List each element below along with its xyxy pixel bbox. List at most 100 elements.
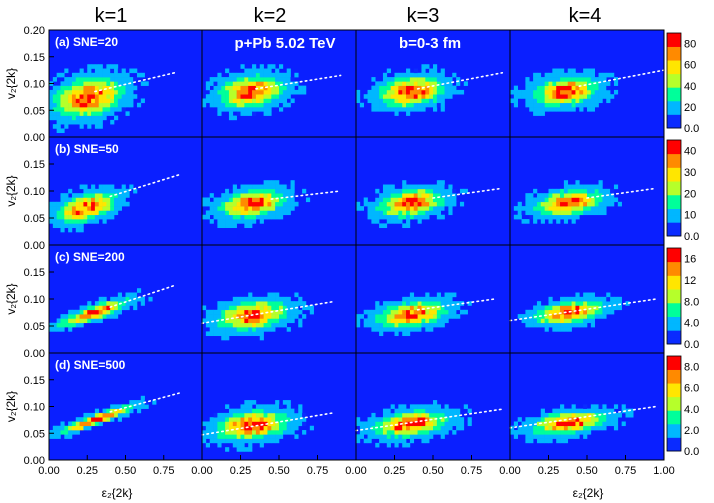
heatmap-cell [87,111,92,116]
heatmap-cell [114,72,119,78]
heatmap-cell [575,309,580,315]
heatmap-cell [236,425,241,431]
heatmap-cell [409,188,415,194]
heatmap-cell [259,188,264,194]
heatmap-cell [398,425,403,431]
heatmap-cell [94,115,100,121]
heatmap-cell [240,309,245,315]
heatmap-cell [560,214,565,220]
heatmap-cell [436,81,441,86]
heatmap-cell [221,314,226,319]
heatmap-cell [556,98,561,104]
heatmap-cell [279,430,284,435]
heatmap-cell [444,309,449,315]
x-tick-label: 0.50 [422,465,443,477]
heatmap-cell [602,72,607,78]
heatmap-cell [429,301,434,306]
heatmap-cell [548,314,553,319]
heatmap-cell [110,210,115,216]
heatmap-cell [125,94,130,99]
fit-line [432,187,504,199]
heatmap-cell [567,206,572,211]
heatmap-cell [587,309,592,315]
heatmap-cell [228,72,234,78]
heatmap-cell [248,430,253,435]
heatmap-cell [425,425,430,431]
heatmap-cell [433,322,438,328]
heatmap-cell [382,188,388,194]
heatmap-cell [371,77,376,82]
colorbar-segment [667,194,681,203]
colorbar-segment [667,254,681,263]
heatmap-cell [540,197,545,203]
heatmap-cell [209,219,214,224]
heatmap-cell [236,188,241,194]
heatmap-cell [552,94,557,99]
heatmap-cell [117,206,122,211]
heatmap-cell [205,98,210,104]
heatmap-cell [263,412,268,418]
heatmap-cell [402,210,407,216]
heatmap-cell [267,412,272,418]
heatmap-cell [114,77,119,82]
heatmap-cell [544,421,549,427]
heatmap-cell [536,89,542,95]
heatmap-cell [421,412,426,418]
heatmap-cell [68,206,73,211]
heatmap-cell [590,68,595,74]
heatmap-cell [271,72,276,78]
heatmap-cell [205,85,210,91]
heatmap-cell [98,318,103,324]
heatmap-cell [594,193,599,198]
heatmap-cell [429,193,434,198]
heatmap-cell [98,119,103,125]
heatmap-cell [94,210,100,216]
heatmap-cell [271,412,276,418]
heatmap-cell [94,124,100,129]
heatmap-cell [52,77,57,82]
heatmap-cell [279,314,284,319]
heatmap-cell [271,318,276,324]
heatmap-cell [60,210,65,216]
heatmap-cell [590,188,595,194]
heatmap-cell [560,314,565,319]
heatmap-cell [444,430,449,435]
colorbar-tick-label: 0.0 [684,339,699,351]
heatmap-cell [286,327,291,332]
heatmap-cell [533,188,538,194]
heatmap-cell [398,412,403,418]
heatmap-cell [590,206,595,211]
heatmap-cell [286,72,291,78]
heatmap-cell [448,206,453,211]
heatmap-cell [556,94,561,99]
heatmap-cell [225,201,230,207]
heatmap-cell [129,98,134,104]
heatmap-cell [240,201,245,207]
heatmap-cell [91,119,96,125]
heatmap-cell [87,89,92,95]
colorbar-segment [667,289,681,297]
heatmap-cell [575,412,580,418]
heatmap-cell [236,197,241,203]
panel-r2-k3 [355,136,511,246]
heatmap-cell [228,89,234,95]
y-tick-label: 0.00 [24,455,45,467]
heatmap-cell [267,214,272,220]
heatmap-cell [390,301,395,306]
heatmap-cell [217,412,222,418]
heatmap-cell [425,77,430,82]
heatmap-cell [587,193,592,198]
heatmap-cell [240,412,245,418]
heatmap-cell [386,408,391,414]
heatmap-cell [52,327,57,332]
heatmap-cell [244,72,249,78]
fit-line [416,72,504,90]
heatmap-cell [386,85,391,91]
heatmap-cell [429,94,434,99]
heatmap-cell [444,77,449,82]
heatmap-cell [94,85,100,91]
heatmap-cell [64,430,69,435]
heatmap-cell [232,430,237,435]
heatmap-cell [255,425,261,431]
